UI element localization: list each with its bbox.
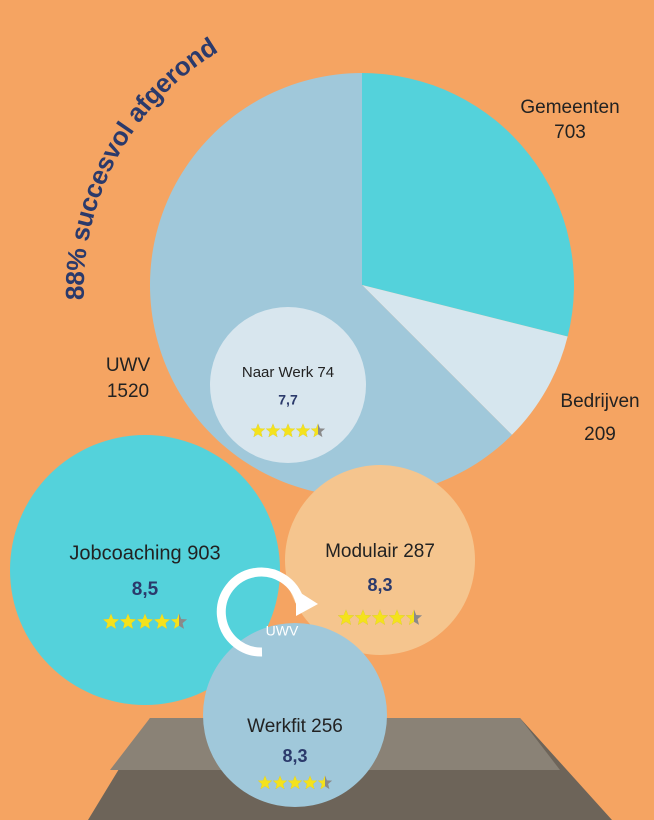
slice-value: 1520	[107, 381, 149, 402]
bubble-score: 7,7	[278, 392, 298, 408]
slice-value: 209	[584, 424, 616, 445]
slice-value: 703	[554, 122, 586, 143]
bubble: Werkfit 256 8,3	[203, 623, 387, 807]
slice-label: Gemeenten	[520, 97, 619, 118]
slice-label: UWV	[106, 355, 151, 376]
bubble-score: 8,3	[282, 746, 307, 766]
pie	[150, 73, 574, 497]
bubble-label: Naar Werk 74	[242, 364, 334, 381]
bubble-label: Werkfit 256	[247, 716, 343, 737]
infographic: 88% succesvol afgerond Naar Werk 747,7Jo…	[0, 0, 654, 820]
logo-text: UWV	[266, 623, 299, 639]
slice-label: Bedrijven	[560, 391, 639, 412]
bubble-label: Jobcoaching 903	[69, 542, 220, 564]
bubble-label: Modulair 287	[325, 541, 435, 562]
bubble-score: 8,3	[367, 575, 392, 595]
bubble: Naar Werk 74 7,7	[210, 307, 366, 463]
bubble-circle	[210, 307, 366, 463]
bubble-score: 8,5	[132, 579, 159, 600]
